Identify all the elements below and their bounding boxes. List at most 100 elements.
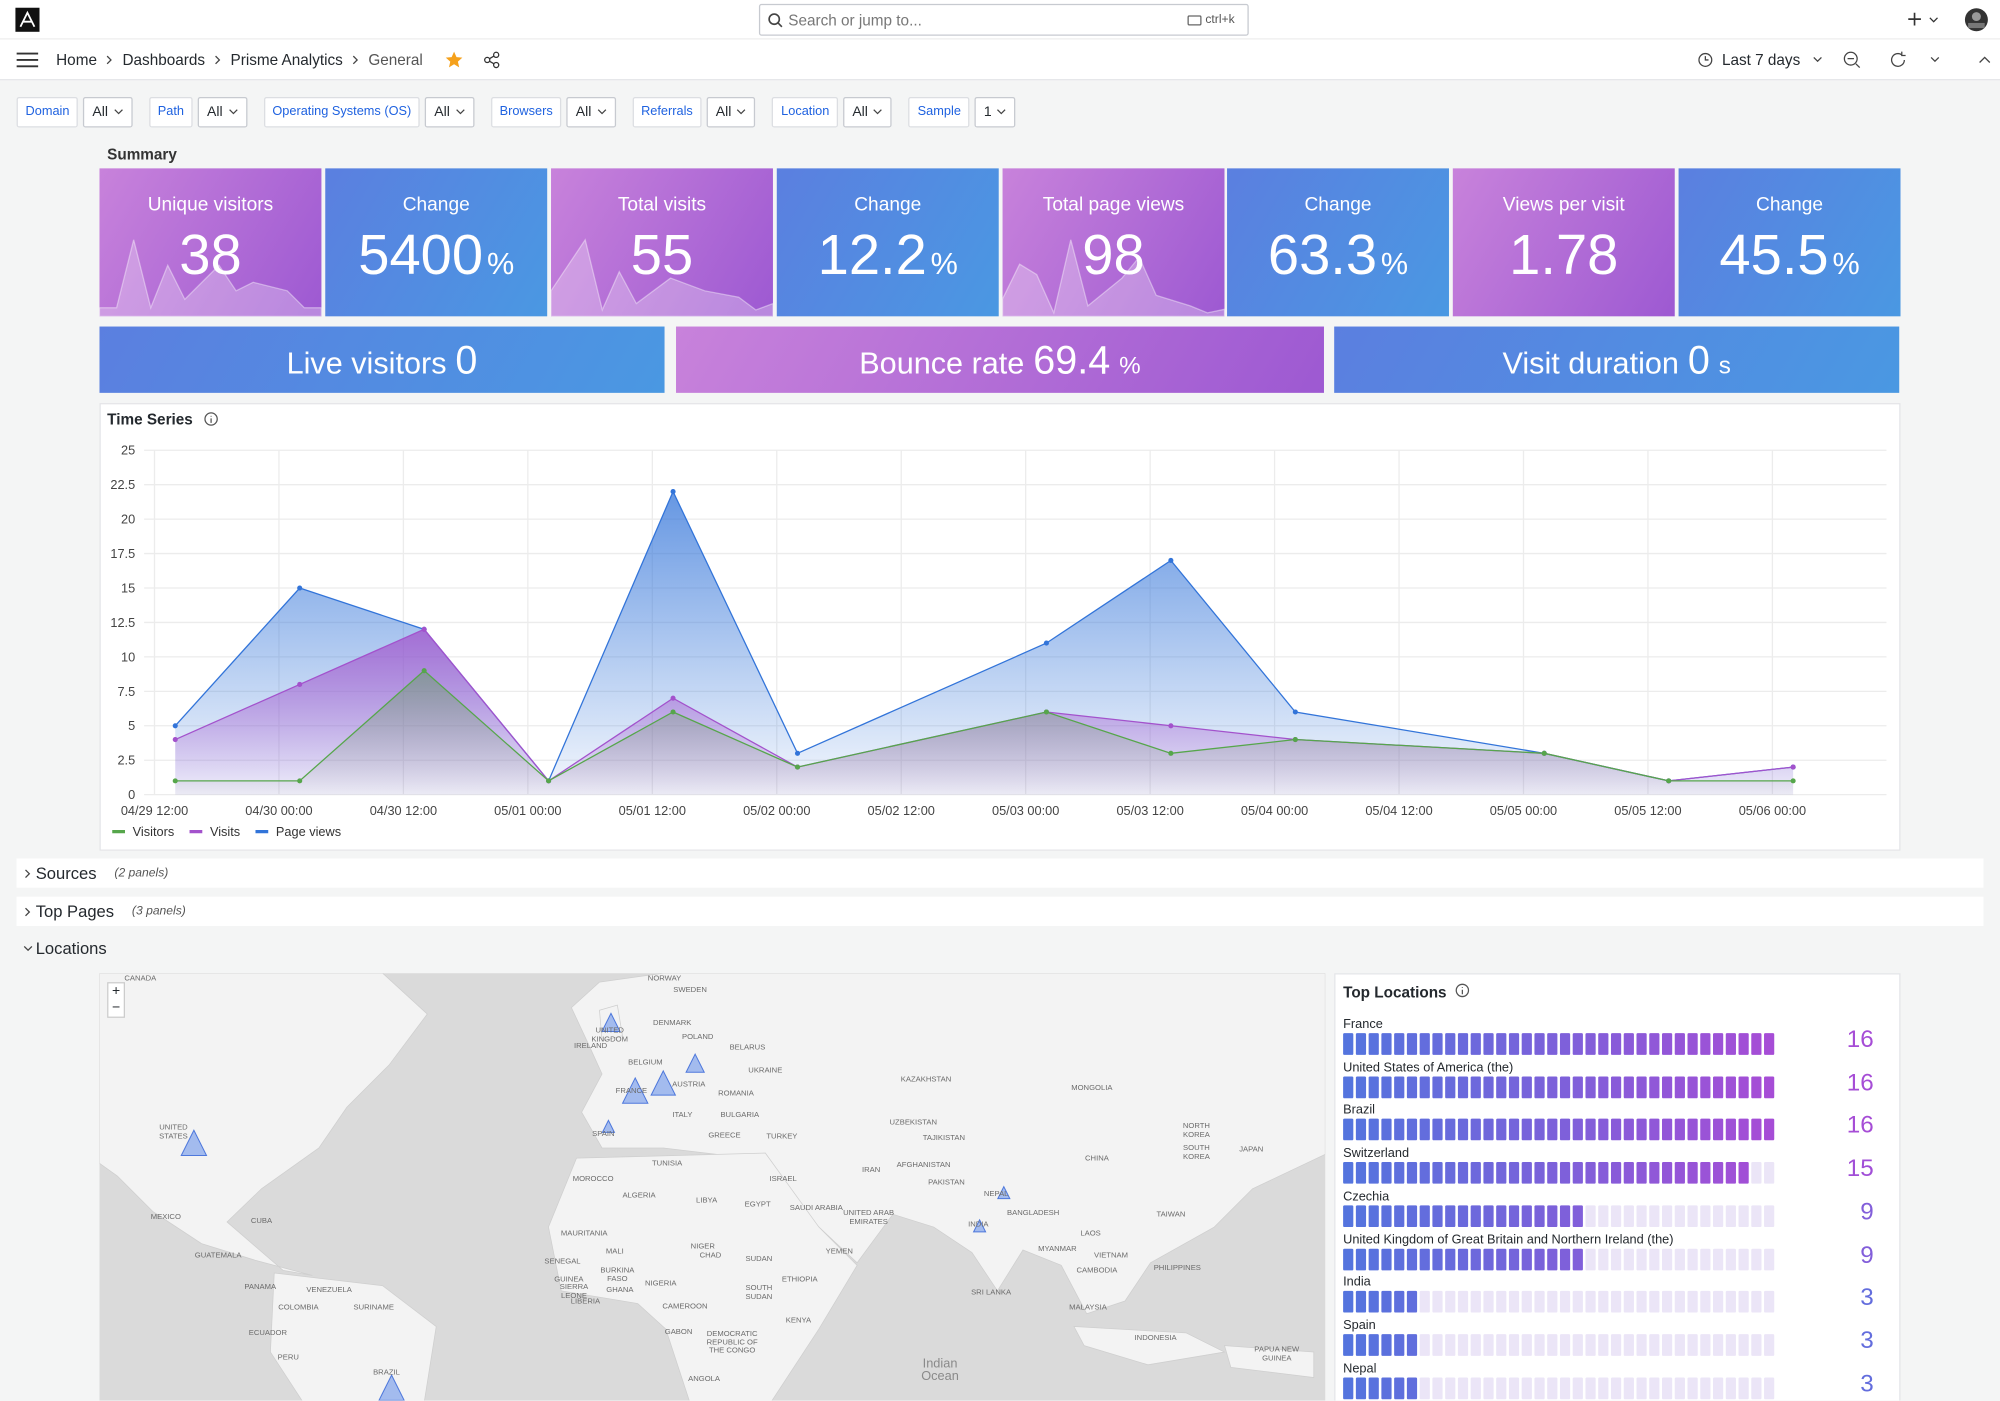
time-range-caret[interactable] (1813, 56, 1823, 64)
gauge-cell (1713, 1334, 1723, 1356)
filter-select[interactable]: All (707, 97, 756, 128)
highlight-number: 69.4 (1033, 338, 1110, 384)
gauge-cell (1420, 1162, 1430, 1184)
gauge-cell (1726, 1334, 1736, 1356)
gauge-cell (1547, 1334, 1557, 1356)
filter-select[interactable]: All (84, 97, 133, 128)
time-range[interactable]: Last 7 days (1722, 51, 1800, 69)
country-label: AFGHANISTAN (897, 1162, 951, 1170)
country-label: COLOMBIA (278, 1305, 318, 1313)
location-value: 3 (1860, 1371, 1873, 1399)
search-box[interactable]: Search or jump to... ctrl+k (759, 4, 1249, 36)
filter-value: All (92, 98, 108, 126)
point (1293, 709, 1298, 714)
filter-select[interactable]: 1 (975, 97, 1016, 128)
location-name: Switzerland (1343, 1147, 1409, 1161)
collapse-button[interactable] (1979, 56, 1992, 64)
breadcrumb[interactable]: Dashboards (122, 51, 205, 69)
country-label: SOUTH SUDAN (732, 1285, 786, 1302)
gauge-cell (1509, 1119, 1519, 1141)
gauge-cell (1534, 1377, 1544, 1399)
breadcrumb[interactable]: Home (56, 51, 97, 69)
country-label: CHAD (700, 1252, 722, 1260)
gauge-cell (1420, 1033, 1430, 1055)
gauge-cell (1585, 1377, 1595, 1399)
gauge-cell (1381, 1119, 1391, 1141)
country-label: ECUADOR (249, 1330, 287, 1338)
filter-select[interactable]: All (198, 97, 247, 128)
breadcrumb[interactable]: Prisme Analytics (231, 51, 343, 69)
gauge-cell (1713, 1377, 1723, 1399)
gauge-cell (1598, 1162, 1608, 1184)
gauge-cell (1547, 1162, 1557, 1184)
gauge-cell (1509, 1377, 1519, 1399)
gauge-cell (1764, 1076, 1774, 1098)
dashboard-row[interactable]: Locations (17, 934, 1984, 963)
point (297, 585, 302, 590)
row-title: Sources (36, 864, 97, 883)
menu-button[interactable] (17, 52, 39, 67)
chevron-path (456, 110, 464, 114)
zoom-out-button[interactable] (1844, 51, 1862, 69)
gauge-cell (1739, 1119, 1749, 1141)
gauge-cell (1585, 1334, 1595, 1356)
filter-select[interactable]: All (843, 97, 892, 128)
chevron-down (228, 107, 238, 117)
world-map[interactable]: + − CANADANORWAYSWEDENDENMARKUNITED KING… (99, 973, 1325, 1400)
stat-value: 63.3% (1227, 224, 1449, 288)
logo[interactable] (15, 8, 39, 32)
country-label: SAUDI ARABIA (790, 1205, 843, 1213)
gauge-cell (1675, 1334, 1685, 1356)
point (173, 737, 178, 742)
gauge-cell (1751, 1334, 1761, 1356)
point (1666, 778, 1671, 783)
gauge-cell (1687, 1291, 1697, 1313)
info-icon[interactable] (1455, 983, 1469, 997)
gauge-cell (1534, 1119, 1544, 1141)
gauge-cell (1343, 1119, 1353, 1141)
country-label: ALGERIA (622, 1192, 655, 1200)
gauge-cell (1445, 1119, 1455, 1141)
stat-number: 38 (179, 224, 241, 288)
gauge-cell (1445, 1334, 1455, 1356)
refresh-button[interactable] (1890, 51, 1908, 69)
zoom-out-button[interactable]: − (108, 1000, 123, 1017)
x-tick-label: 05/02 12:00 (868, 803, 935, 818)
gauge-cell (1407, 1033, 1417, 1055)
filter-label: Sample (909, 97, 970, 128)
x-tick-label: 05/05 12:00 (1614, 803, 1681, 818)
refresh-caret[interactable] (1930, 56, 1940, 64)
chevron-path (874, 110, 882, 114)
add-menu[interactable] (1908, 11, 1944, 28)
row-note: (3 panels) (132, 904, 186, 918)
country-label: MONGOLIA (1071, 1085, 1112, 1093)
filter-label: Location (772, 97, 838, 128)
gauge-cell (1675, 1076, 1685, 1098)
gauge-cell (1547, 1377, 1557, 1399)
gauge-cell (1687, 1033, 1697, 1055)
stat-label: Unique visitors (99, 194, 321, 216)
gauge-cell (1624, 1291, 1634, 1313)
gauge-cell (1343, 1334, 1353, 1356)
gauge-cell (1560, 1033, 1570, 1055)
dashboard-row[interactable]: Top Pages(3 panels) (17, 897, 1984, 926)
row-note: (2 panels) (114, 866, 168, 880)
gauge-cell (1496, 1033, 1506, 1055)
breadcrumb[interactable]: General (368, 51, 422, 69)
user-avatar[interactable] (1964, 8, 1988, 32)
country-label: LIBYA (696, 1197, 717, 1205)
gauge-cell (1636, 1119, 1646, 1141)
country-label: BULGARIA (720, 1112, 759, 1120)
gauge-cell (1560, 1334, 1570, 1356)
nav-bar: Home Dashboards Prisme Analytics General La… (0, 40, 2000, 81)
gauge-cell (1700, 1291, 1710, 1313)
gauge-cell (1534, 1033, 1544, 1055)
zoom-in-button[interactable]: + (108, 983, 123, 1000)
gauge-cell (1394, 1248, 1404, 1270)
filter-select[interactable]: All (425, 97, 474, 128)
filter-select[interactable]: All (567, 97, 616, 128)
y-tick-label: 7.5 (117, 684, 135, 699)
dashboard-row[interactable]: Sources (2 panels) (17, 858, 1984, 887)
x-tick-label: 05/01 00:00 (494, 803, 561, 818)
location-value: 16 (1847, 1113, 1874, 1141)
